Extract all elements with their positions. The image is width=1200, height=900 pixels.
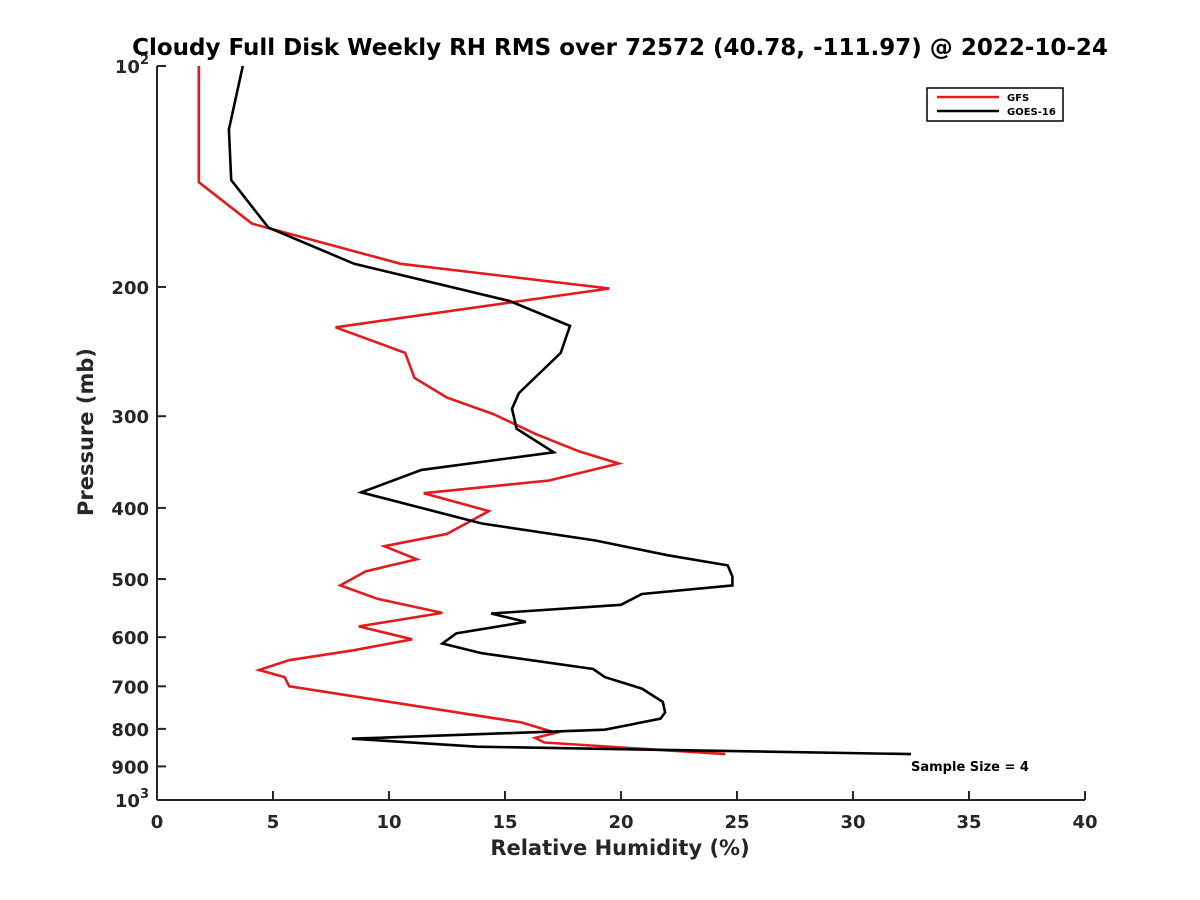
x-tick-label: 5 (267, 812, 280, 833)
y-tick-label: 900 (111, 757, 149, 778)
series-line-gfs (197, 66, 726, 756)
y-tick-label: 600 (111, 628, 149, 649)
y-tick-label: 102 (115, 53, 149, 78)
y-tick-label: 800 (111, 720, 149, 741)
legend-box (926, 87, 1064, 122)
legend-label: GFS (1007, 93, 1029, 104)
x-tick-label: 0 (151, 812, 164, 833)
series-line-goes-16 (227, 65, 912, 756)
legend: GFS GOES-16 (926, 87, 1064, 122)
y-tick-label: 103 (115, 787, 149, 812)
y-tick-label: 300 (111, 407, 149, 428)
chart-title: Cloudy Full Disk Weekly RH RMS over 7257… (132, 35, 1108, 61)
x-tick-label: 40 (1072, 812, 1097, 833)
y-tick-label: 700 (111, 677, 149, 698)
x-tick-label: 10 (376, 812, 401, 833)
x-tick-label: 15 (492, 812, 517, 833)
x-tick-label: 35 (956, 812, 981, 833)
x-tick-label: 25 (724, 812, 749, 833)
y-tick-label: 200 (111, 278, 149, 299)
y-tick-label: 500 (111, 570, 149, 591)
legend-label: GOES-16 (1007, 107, 1056, 118)
x-axis-label: Relative Humidity (%) (490, 836, 749, 860)
y-axis-label: Pressure (mb) (74, 348, 98, 516)
y-tick-label: 400 (111, 499, 149, 520)
x-tick-label: 30 (840, 812, 865, 833)
axes-frame (156, 66, 1085, 801)
sample-size-annotation: Sample Size = 4 (911, 760, 1029, 775)
x-tick-label: 20 (608, 812, 633, 833)
